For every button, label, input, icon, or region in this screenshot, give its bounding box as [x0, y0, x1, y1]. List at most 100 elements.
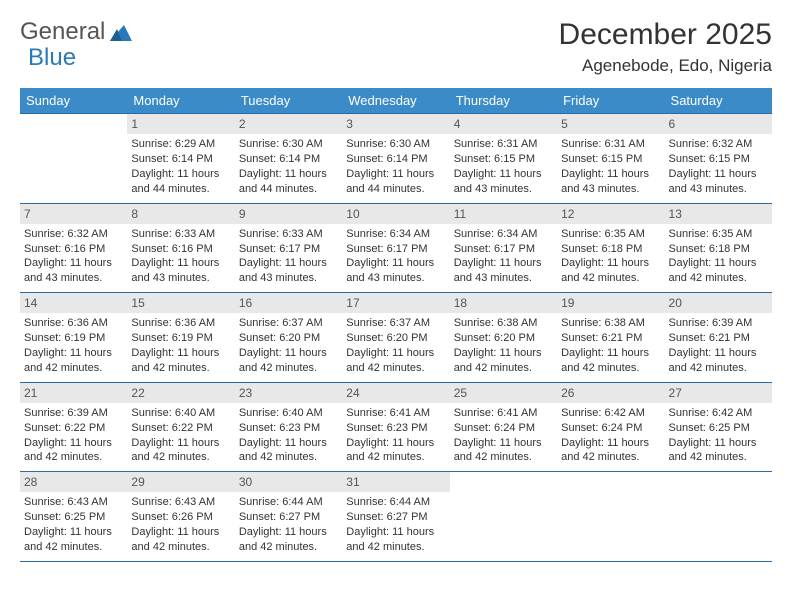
- sunrise-text: Sunrise: 6:42 AM: [669, 406, 768, 421]
- sunrise-text: Sunrise: 6:37 AM: [239, 316, 338, 331]
- day-number: 15: [127, 293, 234, 313]
- day-number: 30: [235, 472, 342, 492]
- calendar-table: SundayMondayTuesdayWednesdayThursdayFrid…: [20, 88, 772, 562]
- sunset-text: Sunset: 6:21 PM: [561, 331, 660, 346]
- sunrise-text: Sunrise: 6:34 AM: [454, 227, 553, 242]
- sunrise-text: Sunrise: 6:38 AM: [561, 316, 660, 331]
- daylight-text: Daylight: 11 hours and 44 minutes.: [131, 167, 230, 197]
- day-number: 4: [450, 114, 557, 134]
- calendar-day-cell: 6Sunrise: 6:32 AMSunset: 6:15 PMDaylight…: [665, 114, 772, 204]
- daylight-text: Daylight: 11 hours and 42 minutes.: [24, 436, 123, 466]
- sunrise-text: Sunrise: 6:43 AM: [24, 495, 123, 510]
- day-number: 3: [342, 114, 449, 134]
- calendar-day-cell: 14Sunrise: 6:36 AMSunset: 6:19 PMDayligh…: [20, 293, 127, 383]
- day-number: 7: [20, 204, 127, 224]
- daylight-text: Daylight: 11 hours and 42 minutes.: [131, 346, 230, 376]
- day-number: 12: [557, 204, 664, 224]
- calendar-day-cell: 16Sunrise: 6:37 AMSunset: 6:20 PMDayligh…: [235, 293, 342, 383]
- sunrise-text: Sunrise: 6:30 AM: [239, 137, 338, 152]
- daylight-text: Daylight: 11 hours and 42 minutes.: [239, 525, 338, 555]
- sunrise-text: Sunrise: 6:31 AM: [561, 137, 660, 152]
- day-number: 5: [557, 114, 664, 134]
- sunrise-text: Sunrise: 6:39 AM: [24, 406, 123, 421]
- sunset-text: Sunset: 6:20 PM: [239, 331, 338, 346]
- sunset-text: Sunset: 6:20 PM: [346, 331, 445, 346]
- daylight-text: Daylight: 11 hours and 42 minutes.: [131, 525, 230, 555]
- sunrise-text: Sunrise: 6:39 AM: [669, 316, 768, 331]
- sunrise-text: Sunrise: 6:40 AM: [239, 406, 338, 421]
- logo-text-1: General: [20, 18, 105, 46]
- daylight-text: Daylight: 11 hours and 43 minutes.: [454, 167, 553, 197]
- day-number: 26: [557, 383, 664, 403]
- sunset-text: Sunset: 6:23 PM: [239, 421, 338, 436]
- day-number: 18: [450, 293, 557, 313]
- sunrise-text: Sunrise: 6:44 AM: [239, 495, 338, 510]
- calendar-day-cell: 4Sunrise: 6:31 AMSunset: 6:15 PMDaylight…: [450, 114, 557, 204]
- calendar-day-cell: [450, 472, 557, 562]
- daylight-text: Daylight: 11 hours and 42 minutes.: [454, 346, 553, 376]
- calendar-day-cell: 27Sunrise: 6:42 AMSunset: 6:25 PMDayligh…: [665, 382, 772, 472]
- sunset-text: Sunset: 6:27 PM: [239, 510, 338, 525]
- daylight-text: Daylight: 11 hours and 44 minutes.: [239, 167, 338, 197]
- calendar-week-row: 1Sunrise: 6:29 AMSunset: 6:14 PMDaylight…: [20, 114, 772, 204]
- calendar-day-cell: 1 Sunrise: 6:29 AMSunset: 6:14 PMDaylight…: [127, 114, 234, 204]
- sunrise-text: Sunrise: 6:43 AM: [131, 495, 230, 510]
- calendar-week-row: 21Sunrise: 6:39 AMSunset: 6:22 PMDayligh…: [20, 382, 772, 472]
- daylight-text: Daylight: 11 hours and 42 minutes.: [131, 436, 230, 466]
- daylight-text: Daylight: 11 hours and 42 minutes.: [561, 346, 660, 376]
- day-number: 20: [665, 293, 772, 313]
- daylight-text: Daylight: 11 hours and 42 minutes.: [24, 346, 123, 376]
- day-number: 2: [235, 114, 342, 134]
- day-number: 9: [235, 204, 342, 224]
- day-number: 13: [665, 204, 772, 224]
- daylight-text: Daylight: 11 hours and 43 minutes.: [561, 167, 660, 197]
- day-number: 1: [127, 114, 234, 134]
- daylight-text: Daylight: 11 hours and 42 minutes.: [24, 525, 123, 555]
- day-number: 19: [557, 293, 664, 313]
- daylight-text: Daylight: 11 hours and 43 minutes.: [454, 256, 553, 286]
- sunset-text: Sunset: 6:25 PM: [24, 510, 123, 525]
- sunset-text: Sunset: 6:17 PM: [239, 242, 338, 257]
- day-header: Sunday: [20, 88, 127, 114]
- calendar-day-cell: 24Sunrise: 6:41 AMSunset: 6:23 PMDayligh…: [342, 382, 449, 472]
- sunrise-text: Sunrise: 6:29 AM: [131, 137, 230, 152]
- sunset-text: Sunset: 6:15 PM: [669, 152, 768, 167]
- sunrise-text: Sunrise: 6:30 AM: [346, 137, 445, 152]
- sunset-text: Sunset: 6:27 PM: [346, 510, 445, 525]
- day-number: 29: [127, 472, 234, 492]
- daylight-text: Daylight: 11 hours and 42 minutes.: [239, 346, 338, 376]
- day-header: Saturday: [665, 88, 772, 114]
- daylight-text: Daylight: 11 hours and 43 minutes.: [24, 256, 123, 286]
- day-header: Tuesday: [235, 88, 342, 114]
- calendar-day-cell: 31Sunrise: 6:44 AMSunset: 6:27 PMDayligh…: [342, 472, 449, 562]
- logo-text-2: Blue: [28, 44, 76, 72]
- day-number: 25: [450, 383, 557, 403]
- day-number: 22: [127, 383, 234, 403]
- sunrise-text: Sunrise: 6:33 AM: [131, 227, 230, 242]
- calendar-day-cell: 13Sunrise: 6:35 AMSunset: 6:18 PMDayligh…: [665, 203, 772, 293]
- day-number: 11: [450, 204, 557, 224]
- calendar-day-cell: 21Sunrise: 6:39 AMSunset: 6:22 PMDayligh…: [20, 382, 127, 472]
- sunset-text: Sunset: 6:16 PM: [131, 242, 230, 257]
- calendar-day-cell: 7Sunrise: 6:32 AMSunset: 6:16 PMDaylight…: [20, 203, 127, 293]
- daylight-text: Daylight: 11 hours and 44 minutes.: [346, 167, 445, 197]
- calendar-day-cell: 29Sunrise: 6:43 AMSunset: 6:26 PMDayligh…: [127, 472, 234, 562]
- daylight-text: Daylight: 11 hours and 42 minutes.: [454, 436, 553, 466]
- day-number: 6: [665, 114, 772, 134]
- daylight-text: Daylight: 11 hours and 42 minutes.: [669, 256, 768, 286]
- sunset-text: Sunset: 6:25 PM: [669, 421, 768, 436]
- sunset-text: Sunset: 6:22 PM: [131, 421, 230, 436]
- day-header: Thursday: [450, 88, 557, 114]
- calendar-day-cell: 30 Sunrise: 6:44 AMSunset: 6:27 PMDayligh…: [235, 472, 342, 562]
- day-number: 23: [235, 383, 342, 403]
- sunrise-text: Sunrise: 6:40 AM: [131, 406, 230, 421]
- sunrise-text: Sunrise: 6:37 AM: [346, 316, 445, 331]
- calendar-day-cell: 15Sunrise: 6:36 AMSunset: 6:19 PMDayligh…: [127, 293, 234, 383]
- sunset-text: Sunset: 6:14 PM: [131, 152, 230, 167]
- sunset-text: Sunset: 6:21 PM: [669, 331, 768, 346]
- sunset-text: Sunset: 6:14 PM: [239, 152, 338, 167]
- daylight-text: Daylight: 11 hours and 42 minutes.: [346, 346, 445, 376]
- daylight-text: Daylight: 11 hours and 42 minutes.: [669, 346, 768, 376]
- sunrise-text: Sunrise: 6:38 AM: [454, 316, 553, 331]
- calendar-day-cell: 26Sunrise: 6:42 AMSunset: 6:24 PMDayligh…: [557, 382, 664, 472]
